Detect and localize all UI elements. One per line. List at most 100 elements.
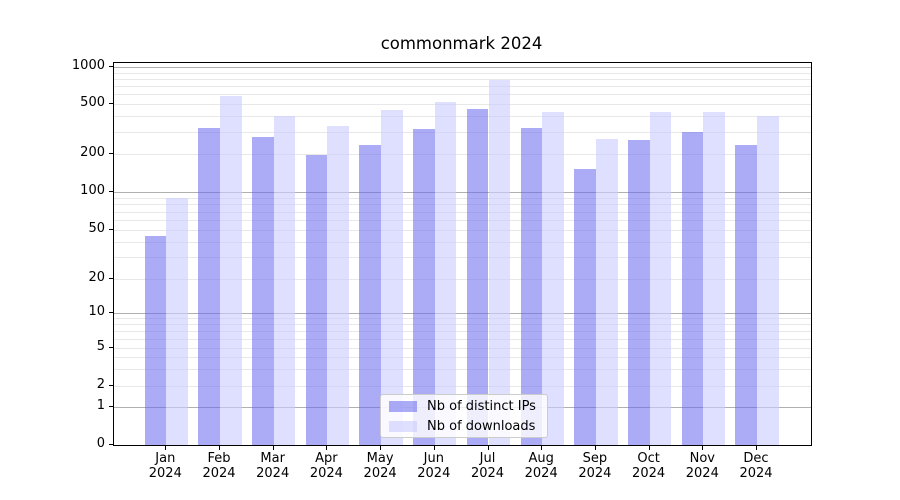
y-tick-mark: [109, 406, 113, 407]
x-tick-label: Dec 2024: [739, 451, 773, 481]
bar-downloads: [327, 125, 350, 445]
legend-item-distinct-ips: Nb of distinct IPs: [389, 398, 539, 414]
x-tick-label: Oct 2024: [632, 451, 666, 481]
bar-downloads: [595, 138, 618, 445]
minor-gridline: [114, 257, 811, 259]
y-tick-mark: [109, 229, 113, 230]
x-tick-mark: [219, 445, 220, 450]
legend-swatch-distinct-ips-icon: [389, 400, 417, 412]
minor-gridline: [114, 211, 811, 213]
y-tick-mark: [109, 444, 113, 445]
bar-distinct-ips: [520, 128, 543, 445]
minor-gridline: [114, 104, 811, 105]
legend-item-downloads: Nb of downloads: [389, 418, 539, 434]
plot-area: Nb of distinct IPs Nb of downloads: [113, 62, 812, 446]
bar-distinct-ips: [735, 145, 757, 445]
bar-downloads: [542, 112, 564, 445]
y-tick-label: 1: [96, 398, 105, 413]
y-tick-label: 100: [80, 183, 105, 198]
x-tick-label: Sep 2024: [578, 451, 612, 481]
bar-distinct-ips: [681, 131, 704, 445]
y-tick-label: 5: [96, 339, 105, 354]
y-tick-label: 2: [96, 377, 105, 392]
bar-distinct-ips: [627, 140, 650, 445]
major-gridline: [114, 67, 811, 68]
x-tick-mark: [273, 445, 274, 450]
x-tick-mark: [595, 445, 596, 450]
x-tick-label: Apr 2024: [309, 451, 343, 481]
y-tick-mark: [109, 153, 113, 154]
y-tick-label: 1000: [71, 58, 105, 73]
minor-gridline: [114, 154, 811, 155]
minor-gridline: [114, 204, 811, 206]
y-tick-label: 10: [88, 304, 105, 319]
y-tick-label: 50: [88, 221, 105, 236]
x-tick-mark: [165, 445, 166, 450]
x-tick-mark: [434, 445, 435, 450]
bar-distinct-ips: [574, 169, 596, 445]
minor-gridline: [114, 241, 811, 243]
x-tick-mark: [380, 445, 381, 450]
bar-downloads: [757, 115, 779, 445]
bar-downloads: [703, 111, 725, 445]
bar-downloads: [488, 79, 511, 445]
y-tick-mark: [109, 278, 113, 279]
major-gridline: [114, 192, 811, 193]
legend-label-distinct-ips: Nb of distinct IPs: [427, 398, 536, 414]
y-tick-mark: [109, 66, 113, 67]
legend-swatch-downloads-icon: [389, 420, 417, 432]
bar-distinct-ips: [198, 127, 220, 445]
y-tick-mark: [109, 191, 113, 192]
major-gridline: [114, 313, 811, 314]
y-tick-mark: [109, 347, 113, 348]
x-tick-mark: [649, 445, 650, 450]
chart-title: commonmark 2024: [380, 34, 543, 53]
bar-downloads: [166, 197, 188, 445]
x-tick-mark: [488, 445, 489, 450]
bar-downloads: [649, 111, 672, 445]
minor-gridline: [114, 78, 811, 80]
bar-downloads: [220, 96, 242, 445]
x-tick-label: Jan 2024: [148, 451, 182, 481]
minor-gridline: [114, 131, 811, 133]
minor-gridline: [114, 348, 811, 349]
minor-gridline: [114, 357, 811, 359]
x-tick-label: Feb 2024: [202, 451, 236, 481]
bar-distinct-ips: [252, 136, 274, 445]
bar-distinct-ips: [144, 235, 167, 445]
x-tick-label: Nov 2024: [685, 451, 719, 481]
x-tick-mark: [702, 445, 703, 450]
bar-distinct-ips: [413, 129, 435, 445]
minor-gridline: [114, 318, 811, 320]
minor-gridline: [114, 220, 811, 221]
bar-distinct-ips: [305, 154, 328, 445]
minor-gridline: [114, 72, 811, 74]
minor-gridline: [114, 197, 811, 199]
y-tick-label: 20: [88, 270, 105, 285]
minor-gridline: [114, 331, 811, 332]
y-tick-label: 500: [80, 95, 105, 110]
x-tick-label: Jul 2024: [470, 451, 505, 481]
bar-downloads: [273, 116, 296, 445]
x-tick-label: Mar 2024: [256, 451, 290, 481]
x-tick-mark: [541, 445, 542, 450]
minor-gridline: [114, 324, 811, 326]
y-tick-mark: [109, 385, 113, 386]
minor-gridline: [114, 94, 811, 96]
minor-gridline: [114, 116, 811, 118]
minor-gridline: [114, 230, 811, 231]
minor-gridline: [114, 338, 811, 340]
bar-downloads: [381, 109, 403, 445]
minor-gridline: [114, 369, 811, 371]
x-tick-label: Jun 2024: [417, 451, 451, 481]
legend: Nb of distinct IPs Nb of downloads: [380, 394, 548, 438]
y-tick-mark: [109, 103, 113, 104]
x-tick-mark: [756, 445, 757, 450]
minor-gridline: [114, 86, 811, 87]
minor-gridline: [114, 386, 811, 387]
y-tick-mark: [109, 312, 113, 313]
legend-label-downloads: Nb of downloads: [427, 418, 536, 434]
bar-downloads: [434, 101, 457, 445]
y-tick-label: 0: [96, 436, 105, 451]
